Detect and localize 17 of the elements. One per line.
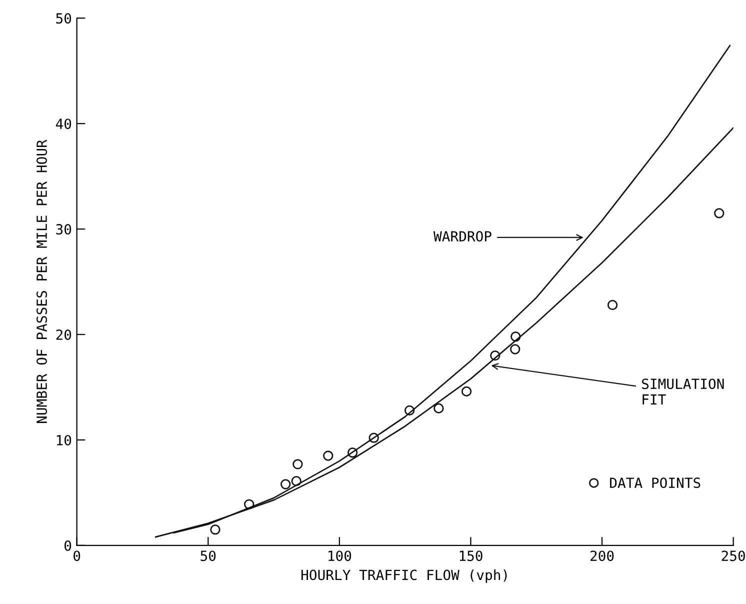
y-tick-label: 50 — [56, 13, 72, 24]
x-tick-label: 200 — [590, 550, 614, 562]
x-axis-title: HOURLY TRAFFIC FLOW (vph) — [301, 569, 507, 583]
y-tick-label: 40 — [56, 118, 72, 130]
y-tick-label: 30 — [56, 224, 72, 235]
y-tick-label: 0 — [64, 540, 72, 551]
legend-label: DATA POINTS — [610, 478, 700, 488]
x-tick-label: 100 — [328, 550, 352, 562]
x-tick-label: 250 — [722, 550, 745, 562]
x-tick-label: 150 — [460, 550, 482, 562]
annotation: WARDROP — [433, 231, 492, 242]
x-tick-label: 0 — [74, 550, 80, 562]
y-tick-label: 20 — [56, 330, 72, 340]
x-tick-label: 50 — [200, 550, 216, 562]
y-axis-title: NUMBER OF PASSES PER MILE PER HOUR — [36, 140, 48, 423]
annotation: SIMULATION FIT — [642, 378, 724, 405]
y-tick-label: 10 — [56, 434, 72, 446]
